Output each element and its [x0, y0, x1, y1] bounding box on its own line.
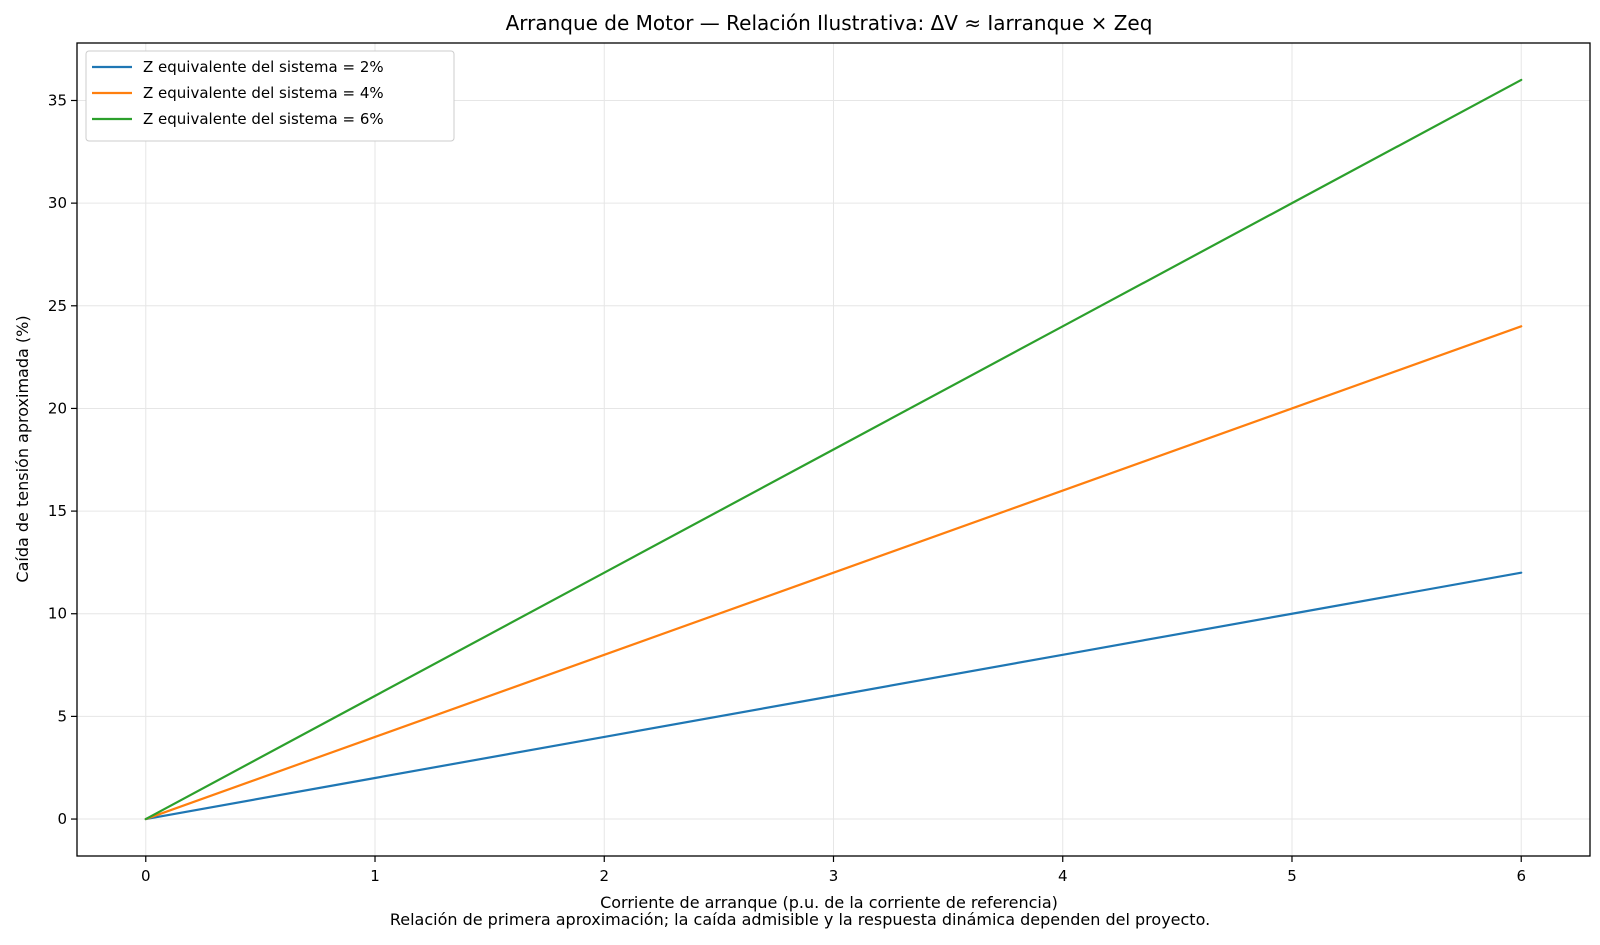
x-tick-label: 3: [829, 867, 839, 885]
legend: Z equivalente del sistema = 2% Z equivale…: [85, 50, 455, 142]
series-lines: [144, 78, 1523, 821]
x-tick-label: 5: [1287, 867, 1297, 885]
chart-title: Arranque de Motor — Relación Ilustrativa…: [506, 11, 1153, 35]
y-tick-label: 30: [48, 194, 67, 212]
legend-box: [85, 50, 455, 142]
y-axis: 0 5 10 15 20 25 30 35: [48, 91, 77, 828]
legend-label-1: Z equivalente del sistema = 2%: [143, 58, 384, 76]
series-line-3: [144, 78, 1523, 821]
x-axis: 0 1 2 3 4 5 6: [141, 856, 1526, 885]
chart-caption: Relación de primera aproximación; la caí…: [390, 910, 1210, 929]
x-tick-label: 6: [1516, 867, 1526, 885]
series-line-2: [144, 325, 1523, 821]
y-tick-label: 0: [57, 810, 67, 828]
x-tick-label: 0: [141, 867, 151, 885]
y-tick-label: 35: [48, 91, 67, 109]
y-tick-label: 15: [48, 502, 67, 520]
legend-label-3: Z equivalente del sistema = 6%: [143, 110, 384, 128]
x-tick-label: 1: [370, 867, 380, 885]
legend-label-2: Z equivalente del sistema = 4%: [143, 84, 384, 102]
x-tick-label: 4: [1058, 867, 1068, 885]
grid: [77, 43, 1590, 856]
x-axis-label: Corriente de arranque (p.u. de la corrie…: [600, 893, 1058, 912]
y-axis-label: Caída de tensión aproximada (%): [13, 315, 32, 582]
y-tick-label: 20: [48, 399, 67, 417]
series-line-1: [144, 571, 1523, 821]
y-tick-label: 5: [57, 707, 67, 725]
y-tick-label: 25: [48, 297, 67, 315]
x-tick-label: 2: [599, 867, 609, 885]
y-tick-label: 10: [48, 605, 67, 623]
